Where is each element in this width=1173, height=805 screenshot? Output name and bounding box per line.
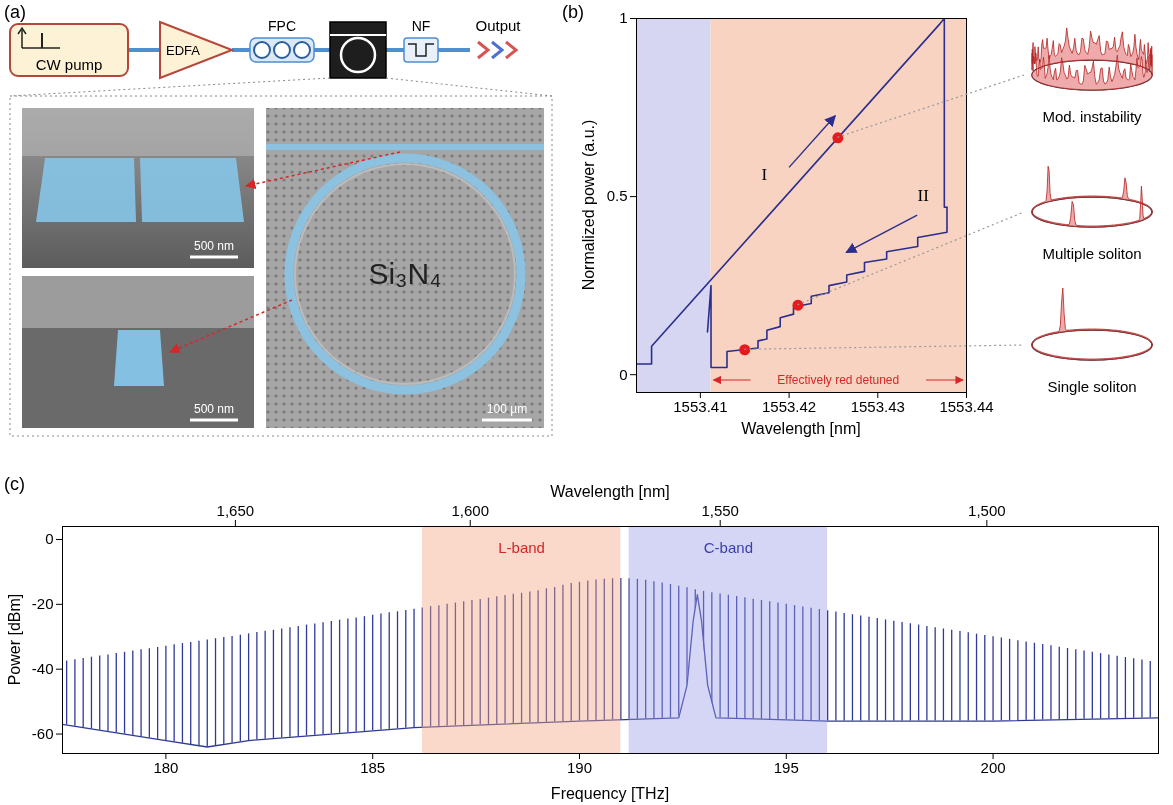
svg-text:II: II — [918, 186, 930, 205]
svg-text:190: 190 — [567, 759, 592, 776]
svg-text:CW pump: CW pump — [36, 56, 103, 73]
svg-text:FPC: FPC — [268, 18, 296, 34]
svg-text:Wavelength [nm]: Wavelength [nm] — [550, 483, 669, 500]
svg-text:(a): (a) — [4, 2, 26, 22]
svg-text:Si₃N₄: Si₃N₄ — [369, 257, 442, 290]
svg-text:I: I — [761, 165, 767, 184]
svg-text:(c): (c) — [4, 474, 25, 494]
svg-text:500 nm: 500 nm — [194, 402, 234, 416]
svg-text:NF: NF — [412, 18, 431, 34]
svg-text:1553.43: 1553.43 — [851, 398, 905, 415]
svg-text:500 nm: 500 nm — [194, 239, 234, 253]
svg-text:1: 1 — [619, 9, 627, 26]
svg-text:1,600: 1,600 — [451, 502, 489, 519]
svg-text:1553.44: 1553.44 — [939, 398, 993, 415]
svg-text:Wavelength [nm]: Wavelength [nm] — [741, 420, 860, 437]
svg-text:Power [dBm]: Power [dBm] — [6, 594, 23, 686]
svg-text:(b): (b) — [562, 2, 584, 22]
svg-text:0: 0 — [619, 365, 627, 382]
svg-text:100 µm: 100 µm — [487, 402, 527, 416]
svg-text:-60: -60 — [32, 725, 54, 742]
svg-text:200: 200 — [981, 759, 1006, 776]
svg-text:Output: Output — [475, 17, 521, 34]
svg-text:1553.42: 1553.42 — [762, 398, 816, 415]
svg-text:Mod. instability: Mod. instability — [1042, 108, 1142, 125]
svg-text:180: 180 — [153, 759, 178, 776]
svg-text:1,550: 1,550 — [701, 502, 739, 519]
svg-text:1553.41: 1553.41 — [673, 398, 727, 415]
svg-text:Single soliton: Single soliton — [1047, 378, 1136, 395]
svg-text:Normalized power (a.u.): Normalized power (a.u.) — [580, 120, 597, 291]
svg-text:-40: -40 — [32, 660, 54, 677]
svg-text:0: 0 — [45, 530, 53, 547]
svg-text:L-band: L-band — [498, 539, 545, 556]
svg-text:1,650: 1,650 — [217, 502, 255, 519]
svg-text:1,500: 1,500 — [968, 502, 1006, 519]
svg-text:Multiple soliton: Multiple soliton — [1042, 245, 1141, 262]
svg-text:-20: -20 — [32, 595, 54, 612]
svg-text:C-band: C-band — [704, 539, 753, 556]
svg-text:185: 185 — [360, 759, 385, 776]
svg-text:195: 195 — [774, 759, 799, 776]
svg-text:EDFA: EDFA — [166, 43, 200, 58]
svg-text:0.5: 0.5 — [607, 187, 628, 204]
svg-text:Effectively red detuned: Effectively red detuned — [777, 373, 899, 387]
svg-text:Frequency [THz]: Frequency [THz] — [551, 785, 669, 802]
